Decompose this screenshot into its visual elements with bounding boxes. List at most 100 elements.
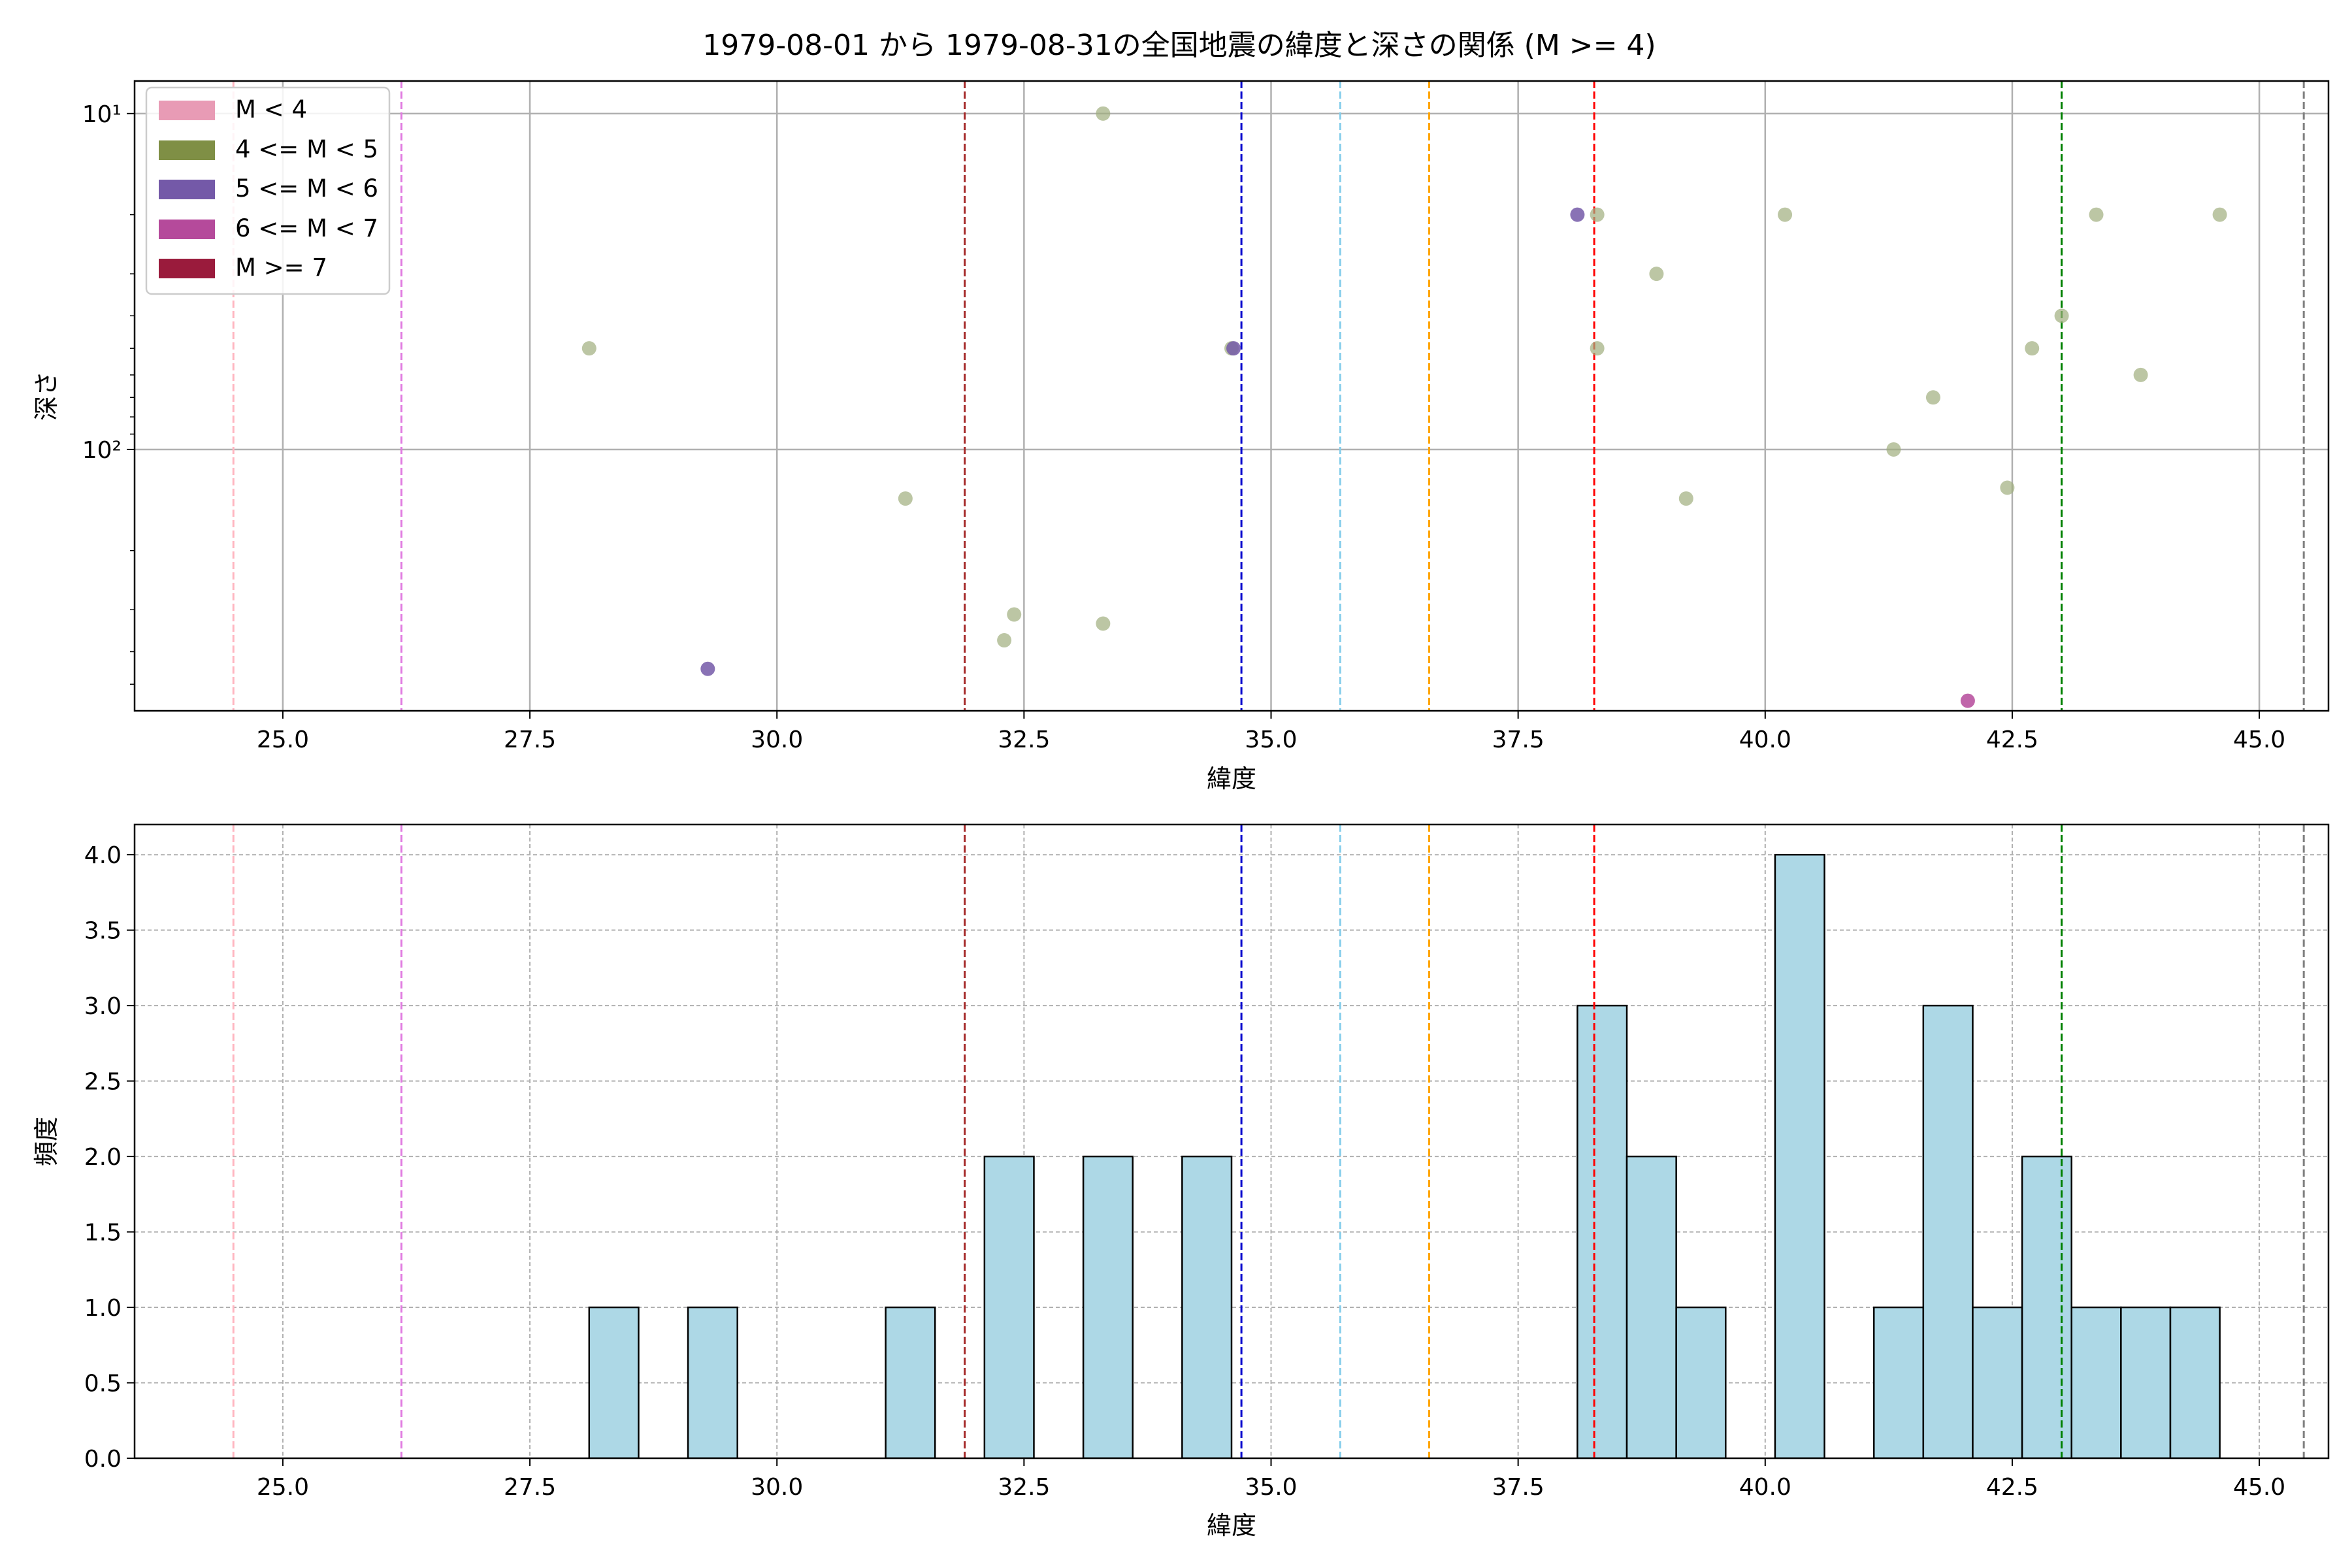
histogram-reference-lines [232, 825, 2305, 1458]
x-tick-label: 35.0 [1245, 1474, 1297, 1501]
histogram-bar [2120, 1306, 2172, 1458]
x-tick-label: 30.0 [751, 1474, 803, 1501]
x-tick-label: 30.0 [751, 727, 803, 753]
histogram-bar [588, 1306, 640, 1458]
legend-swatch [159, 220, 215, 239]
scatter-point [1960, 693, 1975, 708]
legend-label: M < 4 [235, 95, 307, 123]
y-tick-label: 10² [82, 437, 122, 464]
histogram-x-axis: 25.0 27.5 30.0 32.5 35.0 37.5 40.0 42.5 45.0 [257, 1458, 2285, 1501]
histogram-bar [687, 1306, 738, 1458]
legend: M < 4 4 <= M < 5 5 <= M < 6 6 <= M < 7 M… [145, 86, 391, 295]
histogram-bar [2021, 1155, 2072, 1458]
scatter-point [1226, 341, 1241, 356]
scatter-point [1570, 207, 1585, 222]
y-tick-label: 1.0 [84, 1295, 122, 1322]
scatter-point [1649, 267, 1664, 282]
histogram-bar [1675, 1306, 1727, 1458]
legend-swatch [159, 140, 215, 160]
scatter-point [1678, 491, 1693, 506]
histogram-bar [1082, 1155, 1134, 1458]
scatter-point [1590, 207, 1605, 222]
histogram-bar [1872, 1306, 1925, 1458]
y-tick-label: 4.0 [84, 842, 122, 869]
y-tick-label: 2.5 [84, 1069, 122, 1096]
y-tick-label: 2.0 [84, 1144, 122, 1171]
legend-label: 4 <= M < 5 [235, 135, 378, 163]
y-tick-label: 3.5 [84, 918, 122, 945]
histogram-x-axis-label: 緯度 [1207, 1511, 1256, 1540]
scatter-y-axis-label: 深さ [32, 371, 61, 421]
legend-swatch [159, 180, 215, 199]
scatter-point [997, 633, 1012, 648]
scatter-point [2089, 207, 2104, 222]
x-tick-label: 37.5 [1492, 727, 1544, 753]
scatter-point [2000, 480, 2015, 495]
y-tick-label: 0.5 [84, 1371, 122, 1397]
histogram-bar [983, 1155, 1035, 1458]
histogram-bars [588, 853, 2221, 1458]
scatter-point [1096, 106, 1111, 121]
scatter-point [1007, 607, 1022, 622]
scatter-point [2133, 367, 2148, 382]
histogram-bar [2169, 1306, 2221, 1458]
histogram-plot-frame [133, 823, 2330, 1460]
y-tick-label: 0.0 [84, 1446, 122, 1473]
x-tick-label: 27.5 [504, 1474, 556, 1501]
scatter-point [2212, 207, 2227, 222]
scatter-point [700, 661, 715, 676]
x-tick-label: 25.0 [257, 1474, 309, 1501]
figure-title: 1979-08-01 から 1979-08-31の全国地震の緯度と深さの関係 (… [702, 29, 1656, 62]
histogram-y-axis-label: 頻度 [32, 1117, 61, 1166]
histogram-bar [1181, 1155, 1233, 1458]
x-tick-label: 45.0 [2233, 1474, 2285, 1501]
x-tick-label: 32.5 [998, 727, 1050, 753]
legend-swatch [159, 101, 215, 120]
x-tick-label: 25.0 [257, 727, 309, 753]
scatter-point [2054, 308, 2069, 323]
x-tick-label: 37.5 [1492, 1474, 1544, 1501]
scatter-point [1886, 442, 1901, 457]
scatter-point [2025, 341, 2040, 356]
x-tick-label: 40.0 [1739, 727, 1791, 753]
scatter-point [1096, 616, 1111, 631]
scatter-point [1925, 390, 1940, 405]
scatter-point [1778, 207, 1793, 222]
x-tick-label: 42.5 [1986, 1474, 2038, 1501]
x-tick-label: 35.0 [1245, 727, 1297, 753]
scatter-x-axis-label: 緯度 [1207, 764, 1256, 793]
histogram-bar [1972, 1306, 2023, 1458]
scatter-reference-lines [232, 81, 2305, 711]
scatter-y-axis: 10¹ 10² [82, 101, 135, 685]
scatter-panel: 25.0 27.5 30.0 32.5 35.0 37.5 40.0 42.5 45.0 10¹… [32, 80, 2330, 793]
scatter-point [581, 341, 596, 356]
scatter-plot-frame [133, 80, 2330, 712]
x-tick-label: 42.5 [1986, 727, 2038, 753]
histogram-grid [135, 825, 2328, 1459]
legend-label: 6 <= M < 7 [235, 214, 378, 242]
x-tick-label: 27.5 [504, 727, 556, 753]
histogram-bar [1625, 1155, 1677, 1458]
x-tick-label: 32.5 [998, 1474, 1050, 1501]
y-tick-label: 10¹ [82, 101, 122, 128]
scatter-point [1590, 341, 1605, 356]
legend-label: 5 <= M < 6 [235, 174, 378, 203]
legend-swatch [159, 259, 215, 278]
scatter-point [898, 491, 913, 506]
x-tick-label: 45.0 [2233, 727, 2285, 753]
y-tick-label: 1.5 [84, 1220, 122, 1247]
legend-label: M >= 7 [235, 253, 327, 282]
histogram-bar [885, 1306, 936, 1458]
histogram-bar [1576, 1004, 1628, 1458]
scatter-x-axis: 25.0 27.5 30.0 32.5 35.0 37.5 40.0 42.5 45.0 [257, 711, 2285, 753]
histogram-bar [1922, 1004, 1974, 1458]
histogram-y-axis: 0.0 0.5 1.0 1.5 2.0 2.5 3.0 3.5 4.0 [84, 842, 135, 1473]
legend-frame [145, 86, 391, 295]
y-tick-label: 3.0 [84, 993, 122, 1020]
scatter-grid [135, 81, 2328, 711]
histogram-bar [1774, 853, 1825, 1458]
histogram-panel: 25.0 27.5 30.0 32.5 35.0 37.5 40.0 42.5 45.0 0.0… [32, 823, 2330, 1540]
histogram-bar [2070, 1306, 2122, 1458]
x-tick-label: 40.0 [1739, 1474, 1791, 1501]
